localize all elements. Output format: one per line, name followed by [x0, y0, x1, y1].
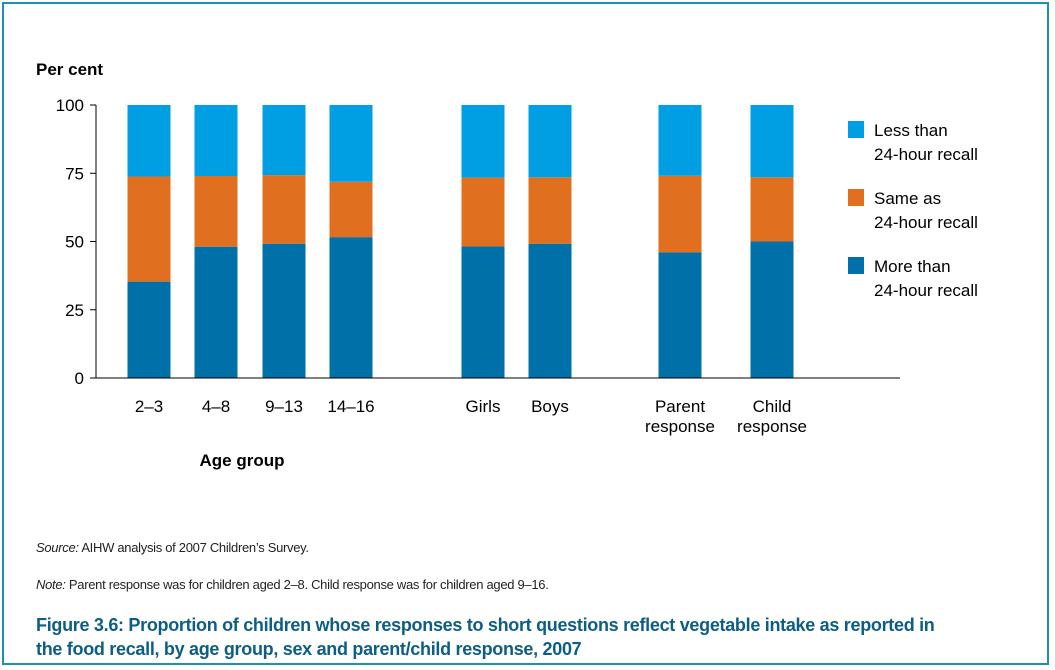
bar-segment-3-5 [461, 105, 505, 178]
note-label: Note: [36, 577, 66, 592]
bar-segment-1-8 [750, 241, 794, 378]
bar-segment-1-2 [194, 246, 238, 378]
bar-segment-1-5 [461, 246, 505, 378]
bar-segment-3-1 [127, 105, 171, 177]
bar-segment-3-8 [750, 105, 794, 178]
bar-segment-3-6 [528, 105, 572, 178]
bar-segment-3-2 [194, 105, 238, 176]
legend-label-2-line-1: Same as [874, 189, 941, 208]
x-tick-label-8-line-1: Child [753, 397, 792, 416]
x-axis-label: Age group [200, 451, 285, 470]
stacked-bar-chart: Per cent 0 25 50 75 100 2–3 4–8 9–13 14–16 Girls Bo… [36, 60, 978, 470]
legend-label-1-line-1: Less than [874, 121, 948, 140]
x-tick-label-4: 14–16 [327, 397, 374, 416]
y-axis-label: Per cent [36, 60, 103, 79]
bar-segment-2-7 [658, 175, 702, 253]
y-tick-label-100: 100 [56, 96, 84, 115]
y-tick-label-25: 25 [65, 301, 84, 320]
legend-swatch-2 [848, 189, 864, 206]
legend-label-1-line-2: 24-hour recall [874, 145, 978, 164]
bar-segment-1-7 [658, 252, 702, 378]
source-label: Source: [36, 540, 79, 555]
x-tick-label-8-line-2: response [737, 417, 807, 436]
x-tick-label-2: 4–8 [202, 397, 230, 416]
legend-label-3-line-1: More than [874, 257, 951, 276]
note-text: Parent response was for children aged 2–… [68, 577, 549, 592]
source-line: Source: AIHW analysis of 2007 Children’s… [36, 540, 309, 555]
x-tick-label-6: Boys [531, 397, 569, 416]
bar-segment-2-1 [127, 176, 171, 282]
x-tick-label-7-line-1: Parent [655, 397, 705, 416]
x-tick-label-1: 2–3 [135, 397, 163, 416]
bar-segment-1-6 [528, 243, 572, 378]
bar-segment-2-6 [528, 177, 572, 244]
y-tick-label-50: 50 [65, 233, 84, 252]
bar-segment-2-8 [750, 177, 794, 242]
bar-segment-2-5 [461, 177, 505, 247]
x-tick-label-7-line-2: response [645, 417, 715, 436]
y-tick-label-75: 75 [65, 164, 84, 183]
bar-segment-1-1 [127, 281, 171, 378]
legend-label-2-line-2: 24-hour recall [874, 213, 978, 232]
legend-label-3-line-2: 24-hour recall [874, 281, 978, 300]
x-tick-label-3: 9–13 [265, 397, 303, 416]
source-text: AIHW analysis of 2007 Children’s Survey. [81, 540, 309, 555]
note-line: Note: Parent response was for children a… [36, 577, 549, 592]
bar-segment-3-3 [262, 105, 306, 176]
x-tick-label-5: Girls [466, 397, 501, 416]
legend-swatch-3 [848, 257, 864, 274]
bar-segment-3-7 [658, 105, 702, 176]
legend-swatch-1 [848, 121, 864, 138]
bar-segment-3-4 [329, 105, 373, 182]
bar-segment-2-3 [262, 175, 306, 244]
bar-segment-2-2 [194, 175, 238, 247]
bar-segment-1-3 [262, 243, 306, 378]
y-tick-label-0: 0 [75, 369, 84, 388]
bar-segment-1-4 [329, 237, 373, 378]
figure-caption: Figure 3.6: Proportion of children whose… [36, 615, 935, 659]
bar-segment-2-4 [329, 181, 373, 238]
